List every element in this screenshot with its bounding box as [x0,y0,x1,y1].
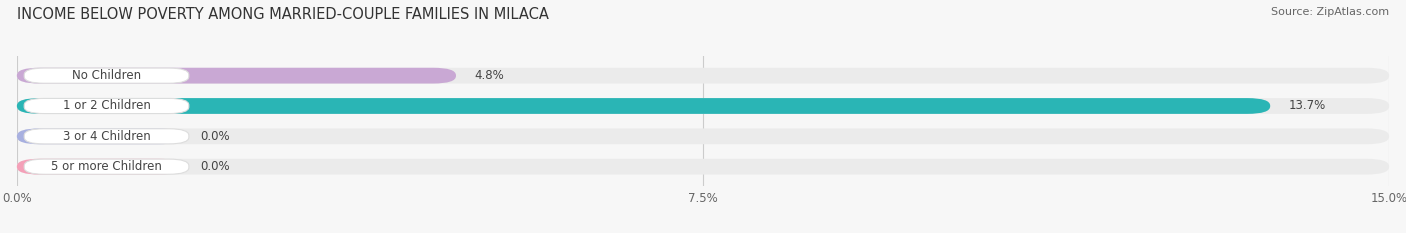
Text: 13.7%: 13.7% [1288,99,1326,113]
Text: 0.0%: 0.0% [200,130,229,143]
Text: 3 or 4 Children: 3 or 4 Children [63,130,150,143]
Text: 1 or 2 Children: 1 or 2 Children [63,99,150,113]
FancyBboxPatch shape [17,68,1389,84]
FancyBboxPatch shape [17,98,1389,114]
FancyBboxPatch shape [17,159,1389,175]
FancyBboxPatch shape [17,98,1270,114]
Text: 4.8%: 4.8% [474,69,503,82]
FancyBboxPatch shape [24,68,188,83]
Text: Source: ZipAtlas.com: Source: ZipAtlas.com [1271,7,1389,17]
Text: 5 or more Children: 5 or more Children [51,160,162,173]
FancyBboxPatch shape [17,159,181,175]
Text: 0.0%: 0.0% [200,160,229,173]
Text: INCOME BELOW POVERTY AMONG MARRIED-COUPLE FAMILIES IN MILACA: INCOME BELOW POVERTY AMONG MARRIED-COUPL… [17,7,548,22]
FancyBboxPatch shape [24,129,188,144]
FancyBboxPatch shape [24,159,188,174]
FancyBboxPatch shape [17,128,1389,144]
FancyBboxPatch shape [17,68,456,84]
FancyBboxPatch shape [24,98,188,113]
FancyBboxPatch shape [17,128,181,144]
Text: No Children: No Children [72,69,141,82]
